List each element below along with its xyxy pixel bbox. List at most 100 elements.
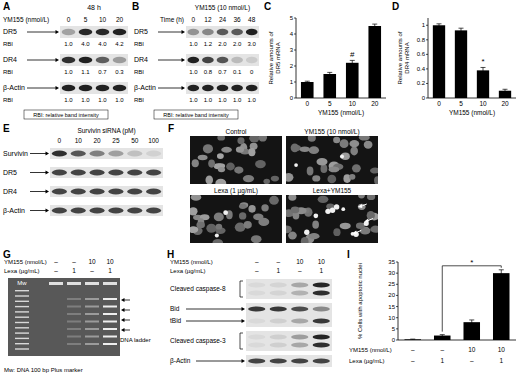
panel-letter: B	[132, 1, 139, 12]
blot-band	[270, 334, 287, 339]
arrow-head	[46, 171, 50, 175]
blot-band	[202, 29, 214, 35]
tick-label: 0.4	[417, 66, 426, 72]
image-caption: Lexa (1 µg/mL)	[214, 187, 258, 195]
band-bracket	[240, 281, 243, 297]
blot-band	[231, 29, 243, 35]
tick-label: 4	[290, 31, 294, 37]
y-tick	[396, 340, 398, 341]
y-axis	[398, 262, 399, 340]
label: 50	[131, 137, 139, 144]
arrow-line	[158, 88, 182, 89]
nucleus	[349, 140, 359, 147]
y-tick	[426, 54, 428, 55]
arrow-line	[196, 361, 242, 362]
blot-band	[270, 282, 287, 287]
nucleus	[255, 160, 266, 168]
blot-band	[146, 170, 161, 176]
arrow-head	[121, 308, 125, 312]
label: 1.0	[115, 97, 124, 103]
micrograph-bg	[286, 195, 378, 243]
bar	[463, 322, 480, 340]
tick-label: 30	[388, 270, 395, 276]
nucleus	[333, 228, 340, 236]
nucleus	[374, 176, 378, 184]
arrow-head	[242, 307, 246, 311]
blot-band	[71, 208, 86, 214]
micrograph	[286, 195, 378, 243]
label: –	[90, 267, 94, 274]
nucleus	[196, 222, 205, 228]
tick-label: 3	[290, 47, 294, 53]
apoptotic-nucleus	[304, 230, 309, 235]
tick-label: 35	[388, 259, 395, 265]
bar	[368, 26, 381, 98]
label: 20	[116, 16, 124, 23]
nucleus	[258, 218, 269, 226]
label: 0.8	[204, 69, 213, 75]
ladder-band	[103, 343, 117, 345]
arrow-line	[186, 321, 242, 322]
blot-band	[96, 29, 110, 35]
apoptotic-nucleus	[313, 213, 318, 218]
label: 10	[99, 16, 107, 23]
label: 1.0	[204, 97, 213, 103]
blot-band	[313, 334, 330, 339]
nucleus	[249, 136, 259, 142]
label: –	[440, 346, 444, 353]
nucleus	[370, 226, 378, 233]
genomic-band	[67, 282, 81, 285]
blot-band	[202, 57, 214, 63]
label: 25	[112, 137, 120, 144]
blot-band	[246, 85, 258, 91]
label: β-Actin	[3, 84, 25, 92]
blot-band	[90, 208, 105, 214]
nucleus	[190, 226, 198, 233]
nucleus	[216, 224, 223, 230]
y-tick	[294, 98, 296, 99]
y-tick	[426, 98, 428, 99]
arrow-line	[30, 210, 46, 211]
label: 1.0	[81, 97, 90, 103]
blot-band	[187, 85, 199, 91]
label: 1	[108, 267, 112, 274]
label: RBI	[134, 41, 144, 47]
label: –	[54, 258, 58, 265]
image-arrow-head	[358, 204, 363, 208]
tick-label: 10	[479, 100, 487, 107]
panel-letter: C	[264, 1, 271, 12]
nucleus	[217, 136, 225, 141]
apoptotic-nucleus	[325, 209, 330, 214]
nucleus	[318, 196, 329, 203]
marker-band	[15, 306, 29, 307]
arrow-line	[30, 153, 46, 154]
nucleus	[226, 163, 235, 171]
nucleus	[327, 175, 336, 184]
blot-band	[127, 151, 142, 157]
label: Bid	[170, 305, 180, 312]
nucleus	[190, 207, 198, 215]
nucleus	[307, 166, 314, 175]
blot-band	[108, 208, 123, 214]
label: 10	[75, 137, 83, 144]
nucleus	[358, 195, 365, 199]
error-bar	[350, 60, 355, 65]
label: –	[411, 346, 415, 353]
image-caption: YM155 (10 nmol/L)	[304, 128, 359, 136]
nucleus	[212, 239, 223, 243]
micrograph	[190, 195, 282, 243]
blot-band	[270, 342, 287, 347]
label: –	[470, 357, 474, 364]
tick-label: 5	[392, 326, 396, 332]
blot-band	[79, 57, 93, 63]
nucleus	[236, 146, 244, 152]
label: –	[255, 258, 259, 265]
micrograph	[286, 136, 378, 184]
y-axis	[428, 18, 429, 98]
y-tick	[426, 83, 428, 84]
y-tick	[396, 262, 398, 263]
label: DR5	[3, 28, 17, 35]
label: RBI	[134, 97, 144, 103]
tick-label: 1	[422, 22, 426, 28]
label: 10	[498, 346, 506, 353]
